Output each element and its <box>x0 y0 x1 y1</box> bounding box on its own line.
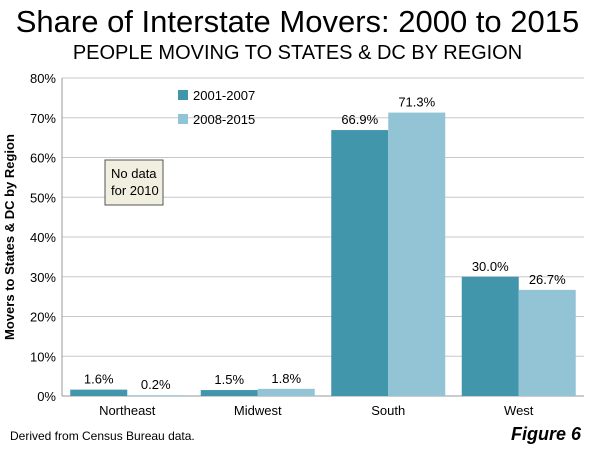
legend-label: 2001-2007 <box>193 88 255 103</box>
bar <box>388 112 446 397</box>
y-tick-label: 50% <box>30 190 56 205</box>
bar <box>200 390 258 396</box>
source-note: Derived from Census Bureau data. <box>10 429 195 443</box>
chart-title: Share of Interstate Movers: 2000 to 2015 <box>15 4 580 39</box>
x-tick-label: West <box>504 403 534 418</box>
y-tick-label: 40% <box>30 230 56 245</box>
y-tick-label: 30% <box>30 270 56 285</box>
legend-swatch <box>178 90 188 100</box>
note-text: No data <box>111 166 157 181</box>
bar <box>70 389 128 396</box>
legend-swatch <box>178 114 188 124</box>
data-label: 0.2% <box>141 377 171 392</box>
x-tick-label: South <box>371 403 405 418</box>
bar <box>331 130 389 396</box>
y-tick-label: 60% <box>30 151 56 166</box>
y-tick-label: 20% <box>30 310 56 325</box>
note-box <box>104 159 164 206</box>
figure-label: Figure 6 <box>510 424 581 444</box>
legend-label: 2008-2015 <box>193 112 255 127</box>
bar <box>518 289 576 396</box>
data-label: 26.7% <box>529 272 566 287</box>
x-tick-label: Midwest <box>234 403 282 418</box>
chart-subtitle: PEOPLE MOVING TO STATES & DC BY REGION <box>72 42 523 64</box>
y-tick-label: 10% <box>30 349 56 364</box>
y-axis-title: Movers to States & DC by Region <box>2 134 17 340</box>
data-label: 1.8% <box>271 371 301 386</box>
data-label: 71.3% <box>398 95 435 110</box>
x-tick-label: Northeast <box>99 403 156 418</box>
data-label: 66.9% <box>341 112 378 127</box>
bar <box>127 395 185 396</box>
bar <box>257 388 315 396</box>
y-tick-label: 70% <box>30 111 56 126</box>
data-label: 30.0% <box>472 259 509 274</box>
y-tick-label: 0% <box>37 389 56 404</box>
note-text: for 2010 <box>111 183 159 198</box>
data-label: 1.5% <box>214 372 244 387</box>
bar <box>461 276 519 396</box>
y-tick-label: 80% <box>30 71 56 86</box>
data-label: 1.6% <box>84 372 114 387</box>
